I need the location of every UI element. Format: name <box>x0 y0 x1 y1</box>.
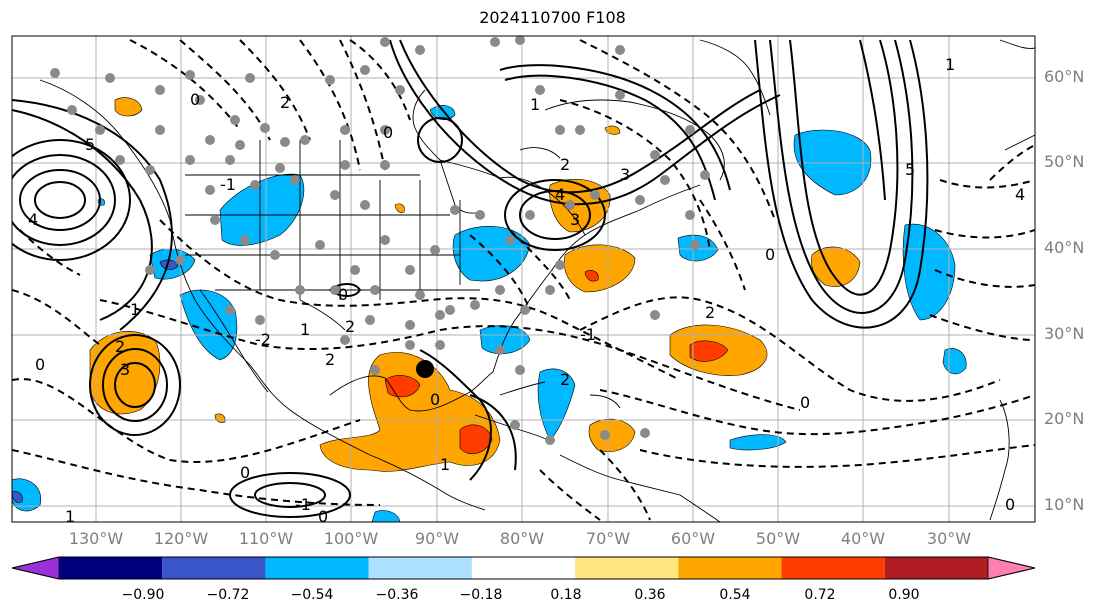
contour-label: 5 <box>85 135 95 154</box>
colorbar-segment <box>678 557 782 579</box>
contour-label: 3 <box>620 165 630 184</box>
dashed-contours <box>12 39 1035 521</box>
colorbar-tick: 0.36 <box>634 587 666 603</box>
lat-label: 30°N <box>1044 324 1085 343</box>
contour-label: 4 <box>555 185 565 204</box>
colorbar-segment <box>575 557 679 579</box>
lon-label: 120°W <box>153 529 209 548</box>
contour-label: 2 <box>705 303 715 322</box>
observation-dots <box>50 36 710 445</box>
lat-label: 50°N <box>1044 152 1085 171</box>
lon-label: 80°W <box>499 529 545 548</box>
colorbar-outline <box>11 556 1036 580</box>
colorbar-segment <box>59 557 163 579</box>
contour-label: 2 <box>325 350 335 369</box>
contour-label: 1 <box>945 55 955 74</box>
lon-label: 130°W <box>68 529 124 548</box>
lat-label: 40°N <box>1044 238 1085 257</box>
graticule <box>12 36 1035 522</box>
lon-label: 70°W <box>585 529 631 548</box>
colorbar-segments <box>11 556 1036 580</box>
contour-label: 0 <box>318 507 328 526</box>
contour-label: 0 <box>800 393 810 412</box>
lon-label: 40°W <box>840 529 886 548</box>
colorbar-tick: 0.18 <box>550 587 582 603</box>
contour-lines <box>12 39 929 518</box>
colorbar-tick: 0.90 <box>888 587 920 603</box>
contour-label: 0 <box>35 355 45 374</box>
contour-label: 2 <box>560 155 570 174</box>
contour-label: 3 <box>570 210 580 229</box>
contour-label: 4 <box>28 210 38 229</box>
map-frame <box>11 35 1036 523</box>
contour-label: 2 <box>115 337 125 356</box>
contour-label: -1 <box>295 495 311 514</box>
colorbar-segment <box>781 557 885 579</box>
contour-label: -1 <box>580 325 596 344</box>
contour-label: 0 <box>765 245 775 264</box>
lon-label: 110°W <box>238 529 294 548</box>
contour-label: 0 <box>1005 495 1015 514</box>
contour-label: 0 <box>240 463 250 482</box>
contour-label: 2 <box>560 370 570 389</box>
colorbar-tick: −0.18 <box>459 587 503 603</box>
contour-label: 1 <box>530 95 540 114</box>
colorbar-segment <box>987 556 1036 580</box>
colorbar-segment <box>368 557 472 579</box>
colorbar-tick: 0.72 <box>804 587 836 603</box>
contour-label: 0 <box>338 285 348 304</box>
lon-label: 50°W <box>755 529 801 548</box>
colorbar-tick: −0.54 <box>290 587 334 603</box>
contour-label: 0 <box>430 390 440 409</box>
colorbar-tick: 0.54 <box>719 587 751 603</box>
contour-label: 3 <box>120 360 130 379</box>
colorbar-tick: −0.72 <box>206 587 250 603</box>
contour-label: 1 <box>65 507 75 526</box>
lon-label: 30°W <box>926 529 972 548</box>
contour-label: 1 <box>300 320 310 339</box>
colorbar-segment <box>471 557 576 579</box>
colorbar-segment <box>884 557 988 579</box>
contour-label: 5 <box>905 160 915 179</box>
contour-label: 1 <box>440 455 450 474</box>
colorbar-segment <box>11 556 60 580</box>
location-marker <box>416 360 434 378</box>
colorbar-segment <box>265 557 369 579</box>
shaded-regions <box>12 97 967 522</box>
colorbar-tick: −0.36 <box>375 587 419 603</box>
contour-label: 0 <box>190 90 200 109</box>
contour-label: 1 <box>130 300 140 319</box>
lon-label: 90°W <box>414 529 460 548</box>
lat-label: 10°N <box>1044 495 1085 514</box>
colorbar-tick: −0.90 <box>121 587 165 603</box>
contour-label: 2 <box>280 93 290 112</box>
contour-label: 2 <box>345 317 355 336</box>
lon-label: 100°W <box>323 529 379 548</box>
contour-label: -2 <box>255 330 271 349</box>
contour-label: 4 <box>1015 185 1025 204</box>
lon-label: 60°W <box>670 529 716 548</box>
lat-label: 20°N <box>1044 409 1085 428</box>
lat-label: 60°N <box>1044 67 1085 86</box>
colorbar-segment <box>162 557 266 579</box>
contour-labels: 0 1 2 3 4 5 -1 -2 0 1 2 0 1 2 3 4 5 4 2 … <box>28 55 1025 526</box>
contour-label: -1 <box>220 175 236 194</box>
map-title: 2024110700 F108 <box>479 8 626 27</box>
contour-label: 0 <box>383 123 393 142</box>
coastlines <box>39 39 1035 522</box>
